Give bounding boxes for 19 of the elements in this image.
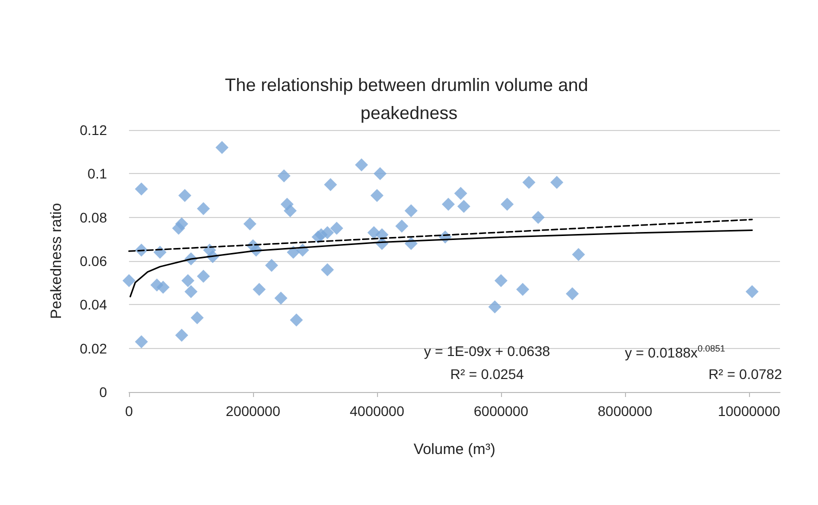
x-axis-title: Volume (m³) bbox=[414, 441, 496, 458]
x-tick-label: 6000000 bbox=[474, 403, 528, 419]
y-tick-label: 0.02 bbox=[80, 340, 108, 356]
y-tick-label: 0.04 bbox=[80, 296, 108, 313]
x-tick-label: 2000000 bbox=[226, 403, 280, 419]
annotation: R² = 0.0254 bbox=[450, 366, 524, 382]
x-tick-label: 10000000 bbox=[718, 403, 780, 419]
chart-title: The relationship between drumlin volume and peakedness bbox=[224, 75, 594, 123]
annotation: R² = 0.0782 bbox=[708, 366, 782, 382]
y-tick-label: 0.08 bbox=[80, 209, 108, 226]
x-tick-label: 0 bbox=[125, 403, 134, 419]
x-tick-label: 8000000 bbox=[598, 403, 652, 419]
y-axis-title: Peakedness ratio bbox=[48, 203, 65, 319]
y-tick-label: 0.1 bbox=[88, 166, 108, 182]
y-tick-label: 0.12 bbox=[80, 122, 108, 138]
y-tick-label: 0.06 bbox=[80, 253, 108, 269]
annotation: y = 1E-09x + 0.0638 bbox=[424, 343, 550, 359]
x-tick-label: 4000000 bbox=[350, 403, 404, 419]
y-tick-label: 0 bbox=[99, 384, 108, 400]
